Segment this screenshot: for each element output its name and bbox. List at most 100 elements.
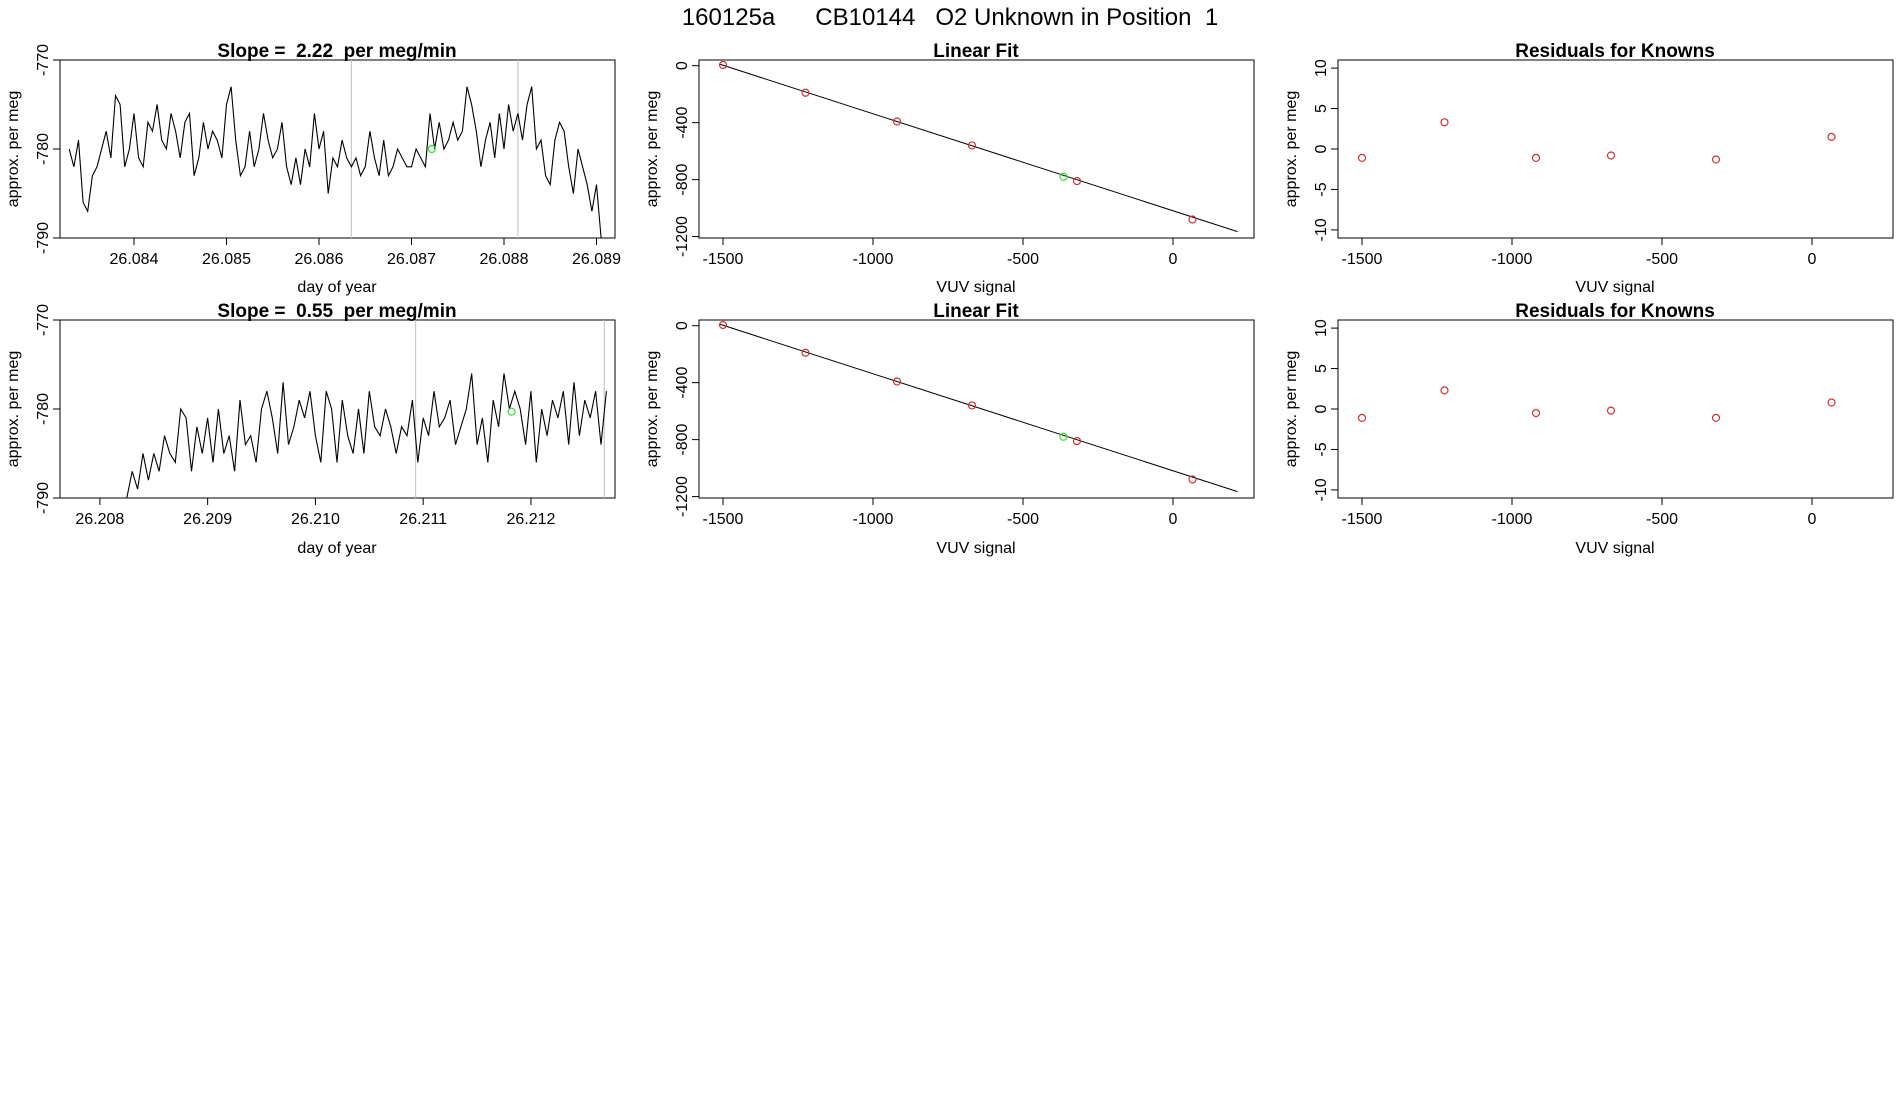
x-tick-label: 26.086: [295, 251, 344, 268]
x-tick-label: -1000: [853, 511, 894, 528]
y-tick-label: -400: [674, 107, 691, 139]
x-tick-label: 26.211: [399, 511, 447, 528]
known-point: [1827, 132, 1836, 141]
x-tick-label: -500: [1646, 511, 1678, 528]
y-tick-label: -800: [674, 424, 691, 456]
known-point: [1827, 398, 1836, 407]
unknown-point: [1059, 432, 1068, 441]
known-point: [1440, 386, 1449, 395]
plot-marks: [59, 319, 616, 499]
known-point: [1357, 413, 1367, 422]
x-axis-label: VUV signal: [936, 540, 1015, 557]
plot-frame: [698, 59, 1255, 239]
y-tick-label: -10: [1313, 478, 1330, 501]
y-axis-label: approx. per meg: [5, 351, 22, 468]
plot-frame: [698, 319, 1255, 499]
y-tick-label: 5: [1313, 104, 1330, 113]
unknown-marker: [427, 144, 436, 154]
known-point: [967, 141, 977, 150]
x-tick-label: 0: [1808, 251, 1817, 268]
x-tick-label: 0: [1808, 511, 1817, 528]
y-axis-label: approx. per meg: [5, 91, 22, 208]
known-point: [718, 60, 728, 70]
series-line: [68, 86, 602, 239]
y-tick-label: -10: [1313, 218, 1330, 241]
known-point: [1606, 151, 1616, 160]
known-point: [801, 348, 810, 357]
y-tick-label: -790: [35, 482, 52, 514]
axis-ticks: -1500 -1000 -500 0 10 5 0 -5 -10: [1313, 319, 1817, 528]
known-point: [892, 377, 902, 386]
y-axis-label: approx. per meg: [1283, 351, 1300, 468]
x-tick-label: -1500: [1342, 511, 1383, 528]
y-tick-label: -800: [674, 164, 691, 196]
residuals-panel-2: Residuals for Knowns VUV signal approx. …: [1283, 301, 1894, 557]
x-axis-label: VUV signal: [1575, 540, 1654, 557]
panel-title: Linear Fit: [933, 301, 1019, 322]
known-point: [1188, 475, 1197, 484]
linear-fit-panel-2: Linear Fit VUV signal approx. per meg -1…: [644, 301, 1255, 557]
unknown-marker: [507, 407, 516, 416]
axis-ticks: -1500 -1000 -500 0 0 -400 -800 -1200: [674, 321, 1178, 528]
known-point: [1711, 413, 1721, 422]
y-tick-label: 0: [674, 321, 691, 330]
known-point: [1440, 118, 1449, 127]
x-tick-label: -1500: [1342, 251, 1383, 268]
x-axis-label: day of year: [297, 279, 377, 296]
figure-title: 160125a CB10144 O2 Unknown in Position 1: [682, 4, 1218, 31]
y-tick-label: -780: [35, 133, 52, 165]
axis-ticks: 26.208 26.209 26.210 26.211 26.212 -770 -780 -7…: [35, 304, 556, 528]
y-tick-label: 10: [1313, 319, 1330, 337]
known-point: [801, 88, 810, 97]
y-tick-label: -1200: [674, 476, 691, 517]
plot-frame: [59, 59, 616, 239]
y-tick-label: -790: [35, 222, 52, 254]
time-series-panel-1: Slope = 2.22 per meg/min day of year app…: [5, 41, 621, 296]
y-tick-label: 0: [1313, 404, 1330, 413]
y-tick-label: -770: [35, 304, 52, 336]
known-point: [967, 401, 977, 410]
plot-marks: [59, 59, 616, 239]
axis-ticks: 26.084 26.085 26.086 26.087 26.088 26.089 -770…: [35, 44, 621, 268]
x-tick-label: 26.210: [291, 511, 340, 528]
plot-marks: [1337, 59, 1894, 239]
x-tick-label: -1500: [703, 251, 744, 268]
plot-frame: [1337, 319, 1894, 499]
y-tick-label: -770: [35, 44, 52, 76]
time-series-panel-2: Slope = 0.55 per meg/min day of year app…: [5, 301, 616, 557]
known-point: [1188, 215, 1197, 224]
x-tick-label: 26.212: [506, 511, 555, 528]
panel-title: Residuals for Knowns: [1515, 301, 1715, 322]
panel-title: Slope = 0.55 per meg/min: [217, 301, 456, 322]
known-point: [1531, 408, 1541, 418]
y-axis-label: approx. per meg: [644, 351, 661, 468]
panel-title: Slope = 2.22 per meg/min: [217, 41, 456, 62]
x-tick-label: 26.085: [202, 251, 251, 268]
panel-title: Residuals for Knowns: [1515, 41, 1715, 62]
x-tick-label: 26.089: [572, 251, 621, 268]
y-axis-label: approx. per meg: [1283, 91, 1300, 208]
y-axis-label: approx. per meg: [644, 91, 661, 208]
x-tick-label: -1500: [703, 511, 744, 528]
y-tick-label: 0: [1313, 144, 1330, 153]
known-point: [1531, 153, 1541, 162]
x-tick-label: -1000: [1492, 511, 1533, 528]
x-tick-label: 26.084: [110, 251, 159, 268]
x-tick-label: -1000: [853, 251, 894, 268]
series-line: [121, 373, 607, 499]
x-tick-label: 26.208: [75, 511, 124, 528]
x-tick-label: 26.087: [387, 251, 436, 268]
known-point: [1606, 406, 1616, 415]
y-tick-label: -5: [1313, 182, 1330, 196]
x-tick-label: -1000: [1492, 251, 1533, 268]
y-tick-label: -1200: [674, 216, 691, 257]
known-point: [1072, 436, 1082, 446]
y-tick-label: -400: [674, 367, 691, 399]
known-point: [1711, 155, 1721, 164]
residuals-panel-1: Residuals for Knowns VUV signal approx. …: [1283, 41, 1894, 296]
axis-ticks: -1500 -1000 -500 0 10 5 0 -5 -10: [1313, 59, 1817, 268]
x-axis-label: day of year: [297, 540, 377, 557]
plot-frame: [59, 319, 616, 499]
